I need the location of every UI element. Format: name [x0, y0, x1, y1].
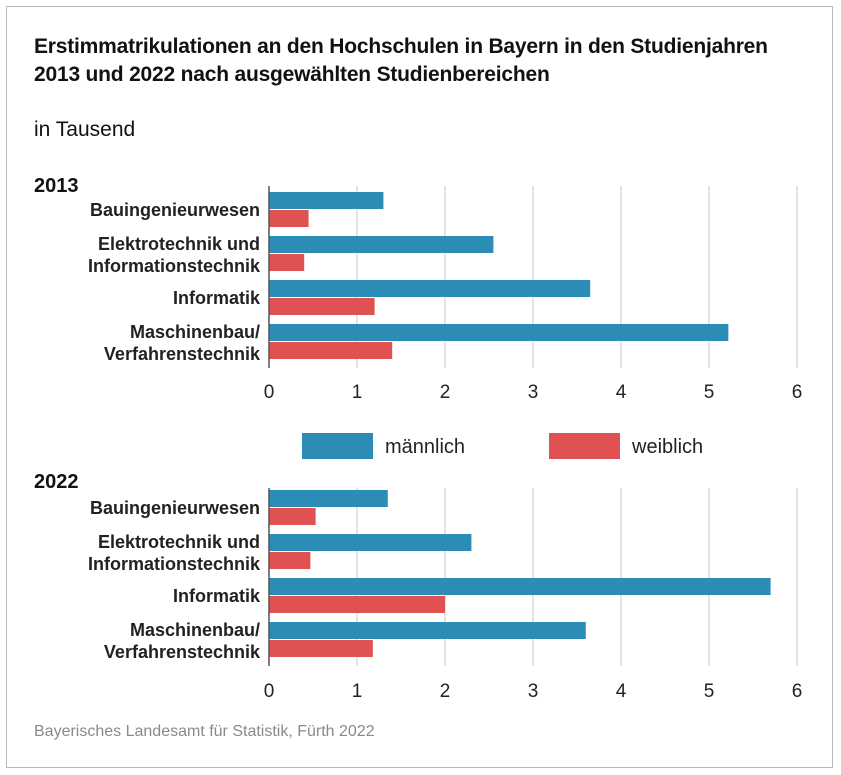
- bar-weiblich: [269, 254, 305, 271]
- chart-title: Erstimmatrikulationen an den Hochschulen…: [34, 35, 768, 86]
- chart-subtitle: in Tausend: [34, 118, 136, 141]
- bar-maennlich: [269, 534, 472, 551]
- tick-label: 3: [528, 681, 539, 702]
- tick-label: 5: [704, 681, 715, 702]
- category-label: Verfahrenstechnik: [104, 642, 261, 662]
- tick-label: 0: [264, 681, 275, 702]
- legend-swatch: [549, 433, 620, 459]
- category-label: Verfahrenstechnik: [104, 344, 261, 364]
- bar-maennlich: [269, 280, 591, 297]
- legend-label: weiblich: [631, 436, 703, 458]
- category-label: Elektrotechnik und: [98, 532, 260, 552]
- tick-label: 2: [440, 382, 451, 403]
- tick-label: 4: [616, 681, 627, 702]
- category-label: Bauingenieurwesen: [90, 200, 260, 220]
- category-label: Bauingenieurwesen: [90, 498, 260, 518]
- category-label: Elektrotechnik und: [98, 234, 260, 254]
- source-note: Bayerisches Landesamt für Statistik, Für…: [34, 723, 375, 740]
- category-label: Informationstechnik: [88, 256, 261, 276]
- bar-maennlich: [269, 578, 771, 595]
- bar-weiblich: [269, 298, 375, 315]
- tick-label: 1: [352, 382, 363, 403]
- panel-title: 2013: [34, 175, 79, 197]
- bar-weiblich: [269, 640, 373, 657]
- category-label: Informatik: [173, 288, 261, 308]
- bar-maennlich: [269, 236, 494, 253]
- bar-maennlich: [269, 622, 586, 639]
- category-label: Informatik: [173, 586, 261, 606]
- tick-label: 2: [440, 681, 451, 702]
- panel-title: 2022: [34, 471, 79, 493]
- legend-swatch: [302, 433, 373, 459]
- bar-maennlich: [269, 490, 388, 507]
- bar-maennlich: [269, 192, 384, 209]
- tick-label: 4: [616, 382, 627, 403]
- bar-weiblich: [269, 552, 311, 569]
- tick-label: 6: [792, 681, 803, 702]
- tick-label: 1: [352, 681, 363, 702]
- chart-frame: [6, 6, 833, 768]
- bar-weiblich: [269, 508, 316, 525]
- tick-label: 5: [704, 382, 715, 403]
- tick-label: 6: [792, 382, 803, 403]
- tick-label: 0: [264, 382, 275, 403]
- legend: männlich weiblich: [302, 433, 703, 459]
- bar-weiblich: [269, 596, 445, 613]
- legend-label: männlich: [385, 436, 465, 458]
- tick-label: 3: [528, 382, 539, 403]
- category-label: Maschinenbau/: [130, 620, 260, 640]
- category-label: Informationstechnik: [88, 554, 261, 574]
- bar-weiblich: [269, 210, 309, 227]
- bar-weiblich: [269, 342, 393, 359]
- bar-maennlich: [269, 324, 729, 341]
- category-label: Maschinenbau/: [130, 322, 260, 342]
